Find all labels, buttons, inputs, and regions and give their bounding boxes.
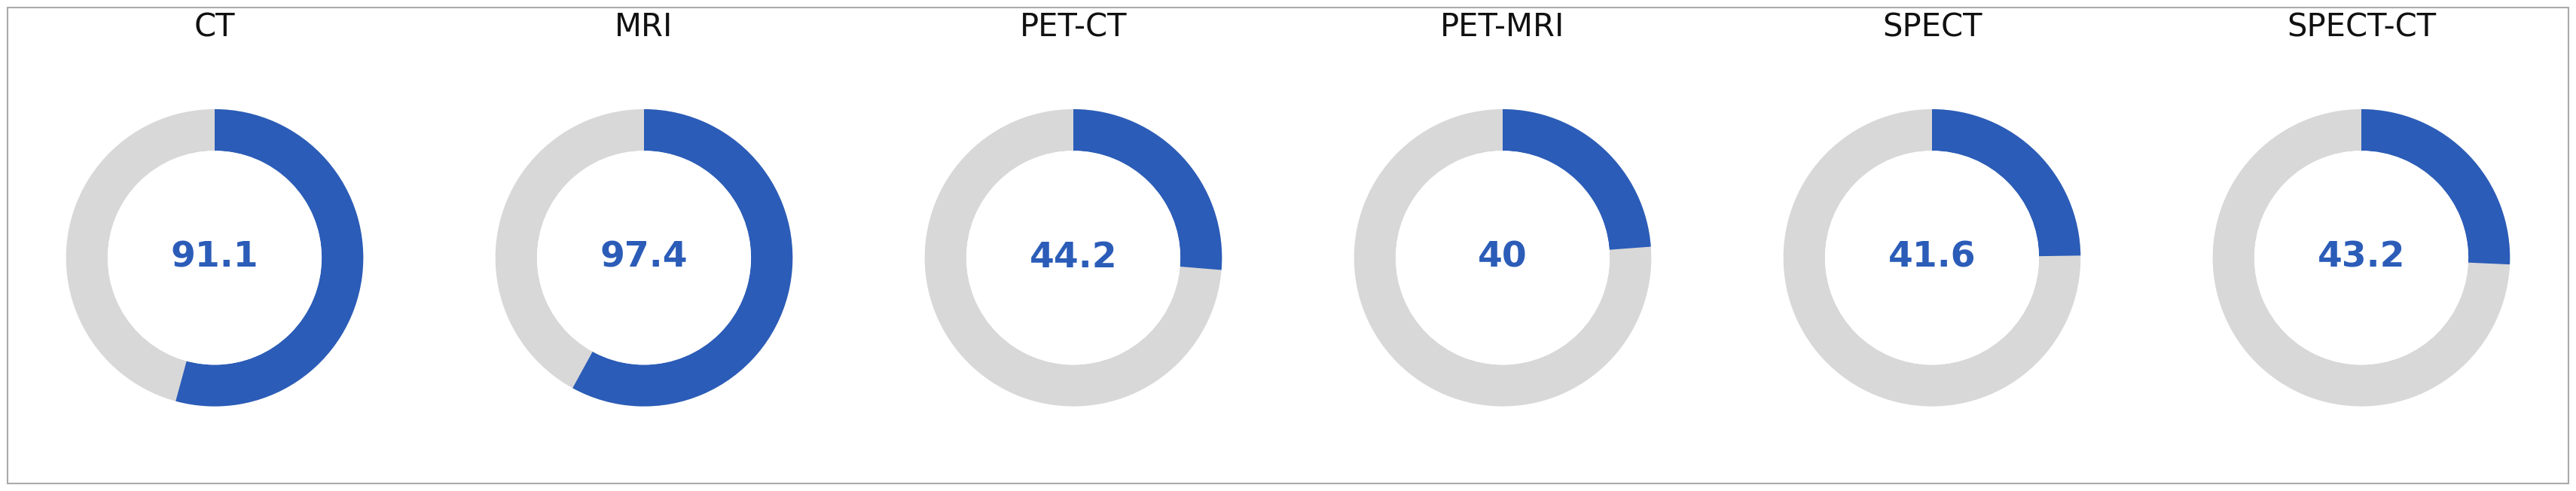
Text: 41.6: 41.6 <box>1888 241 1976 275</box>
Circle shape <box>966 151 1180 365</box>
Circle shape <box>536 151 752 365</box>
Wedge shape <box>572 109 793 407</box>
Wedge shape <box>1783 109 2081 407</box>
Circle shape <box>108 151 322 365</box>
Text: PET-CT: PET-CT <box>1020 12 1128 43</box>
Text: CT: CT <box>193 12 234 43</box>
Text: SPECT: SPECT <box>1883 12 1981 43</box>
Text: PET-MRI: PET-MRI <box>1440 12 1566 43</box>
Wedge shape <box>495 109 793 407</box>
Wedge shape <box>1932 109 2081 256</box>
Text: 91.1: 91.1 <box>170 241 258 275</box>
Text: SPECT-CT: SPECT-CT <box>2287 12 2437 43</box>
Text: 44.2: 44.2 <box>1030 241 1118 275</box>
Wedge shape <box>1355 109 1651 407</box>
Text: 40: 40 <box>1479 241 1528 275</box>
Text: 97.4: 97.4 <box>600 241 688 275</box>
Wedge shape <box>1074 109 1221 270</box>
Text: 43.2: 43.2 <box>2318 241 2406 275</box>
Wedge shape <box>175 109 363 407</box>
Wedge shape <box>1502 109 1651 250</box>
Text: MRI: MRI <box>616 12 672 43</box>
Wedge shape <box>2213 109 2509 407</box>
Wedge shape <box>2362 109 2509 265</box>
Circle shape <box>1396 151 1610 365</box>
Wedge shape <box>925 109 1221 407</box>
Circle shape <box>2254 151 2468 365</box>
Wedge shape <box>67 109 363 407</box>
Circle shape <box>1824 151 2040 365</box>
